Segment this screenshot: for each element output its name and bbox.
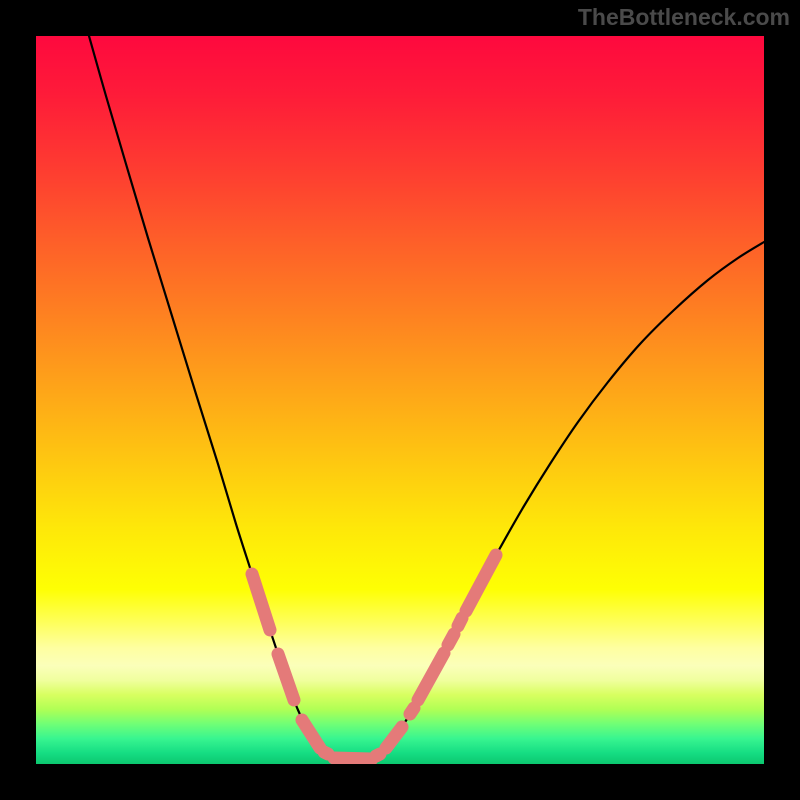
chart-root: TheBottleneck.com — [0, 0, 800, 800]
marker-segment — [458, 618, 462, 626]
chart-svg — [0, 0, 800, 800]
marker-segment — [324, 752, 328, 754]
marker-segment — [334, 758, 372, 759]
marker-segment — [448, 634, 454, 645]
marker-segment — [376, 754, 380, 756]
marker-segment — [410, 708, 414, 714]
plot-background — [36, 36, 764, 764]
